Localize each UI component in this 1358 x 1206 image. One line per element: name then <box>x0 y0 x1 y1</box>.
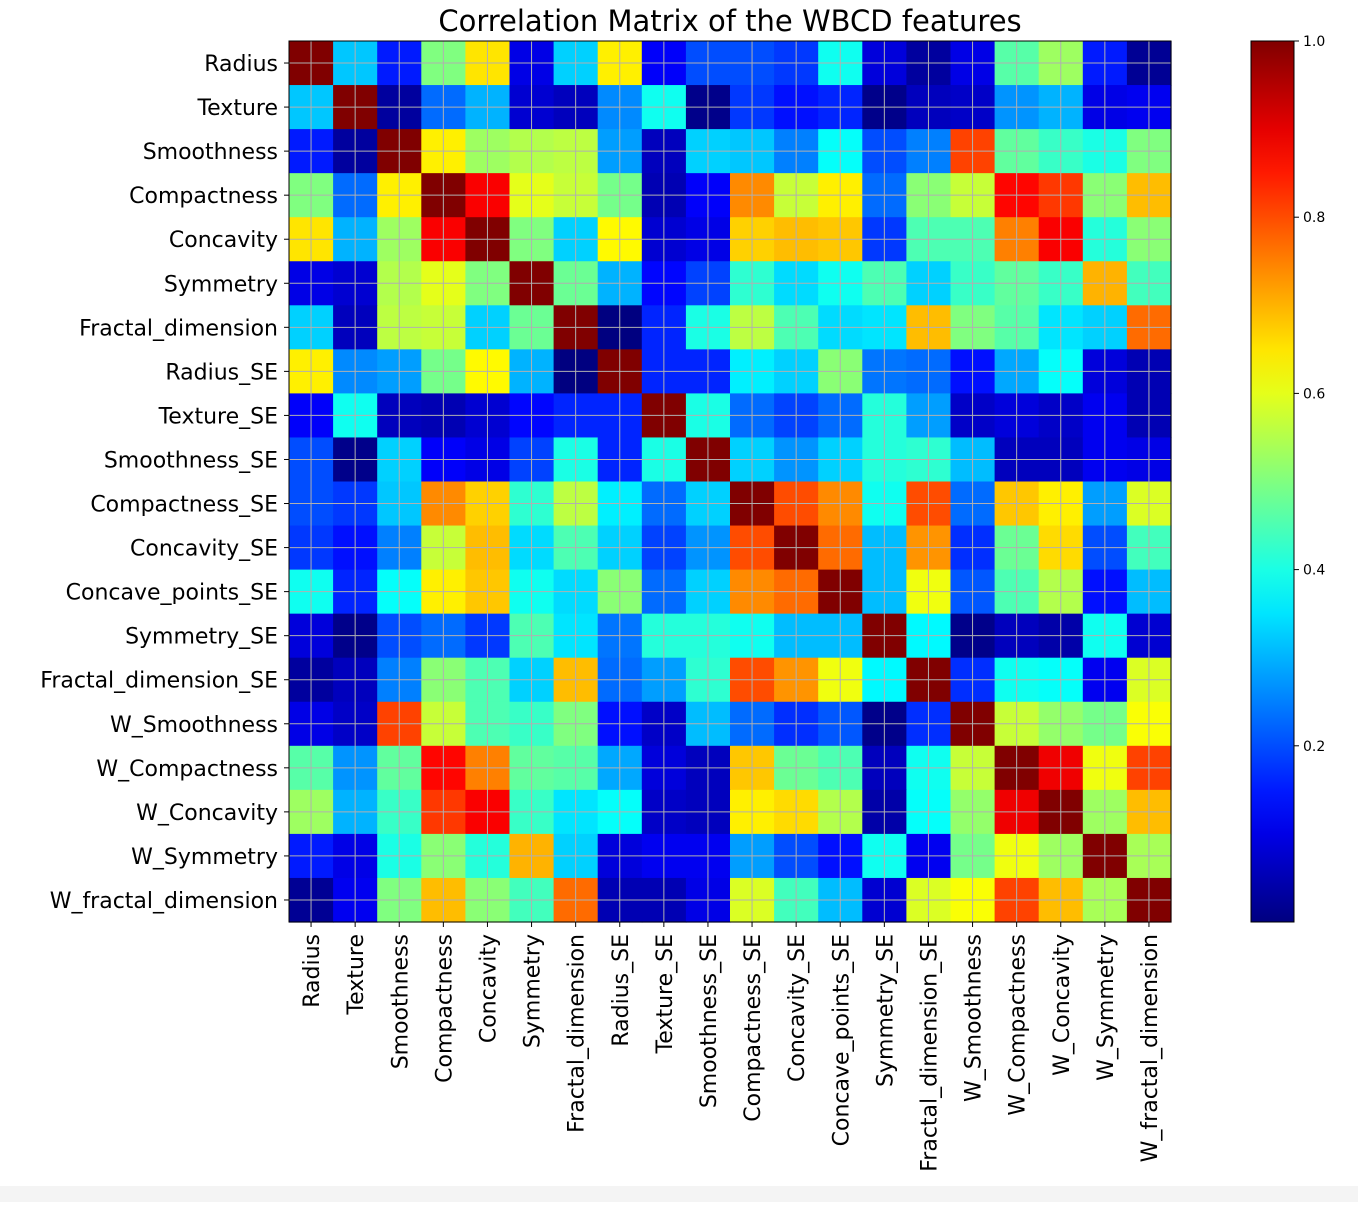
x-tick-label: Smoothness_SE <box>697 934 722 1108</box>
y-tick-label: Radius_SE <box>165 360 278 385</box>
x-tick-label: W_Symmetry <box>1094 934 1119 1081</box>
y-tick-label: Symmetry <box>164 272 278 297</box>
y-tick-label: Concave_points_SE <box>66 581 278 606</box>
y-tick-label: W_Concavity <box>136 801 278 826</box>
y-tick-label: Texture_SE <box>158 404 278 429</box>
y-tick-label: Compactness_SE <box>90 493 278 518</box>
y-tick-label: Fractal_dimension <box>79 316 278 341</box>
y-tick-label: Concavity <box>169 228 278 253</box>
x-tick-label: Texture <box>344 934 369 1016</box>
chart-title: Correlation Matrix of the WBCD features <box>438 4 1021 38</box>
x-tick-label: W_Concavity <box>1050 934 1075 1076</box>
x-tick-label: Texture_SE <box>653 934 678 1054</box>
x-tick-label: Fractal_dimension_SE <box>917 934 942 1172</box>
colorbar-tick-label: 1.0 <box>1303 34 1325 50</box>
colorbar <box>1250 40 1295 923</box>
bottom-strip <box>0 1186 1358 1202</box>
x-tick-label: Radius <box>300 934 325 1008</box>
y-tick-label: Texture <box>196 96 278 121</box>
x-tick-label: W_Compactness <box>1006 934 1031 1116</box>
x-tick-label: Symmetry <box>521 934 546 1048</box>
x-tick-label: Compactness <box>432 934 457 1083</box>
colorbar-tick-label: 0.2 <box>1303 739 1325 755</box>
x-tick-label: Concave_points_SE <box>829 934 854 1146</box>
x-tick-label: Concavity_SE <box>785 934 810 1082</box>
y-tick-label: Radius <box>204 52 278 77</box>
y-tick-label: Symmetry_SE <box>125 625 278 650</box>
colorbar-tick-label: 0.6 <box>1303 386 1325 402</box>
x-tick-label: Symmetry_SE <box>873 934 898 1087</box>
plot-frame <box>288 40 1172 923</box>
y-tick-label: Compactness <box>129 184 278 209</box>
y-tick-label: W_Compactness <box>96 757 278 782</box>
y-tick-label: W_Symmetry <box>131 845 278 870</box>
x-tick-label: Compactness_SE <box>741 934 766 1122</box>
y-tick-label: W_fractal_dimension <box>50 889 278 914</box>
y-tick-label: Smoothness <box>143 140 278 165</box>
y-tick-label: Concavity_SE <box>130 537 278 562</box>
x-tick-label: W_fractal_dimension <box>1138 934 1163 1162</box>
y-tick-label: Fractal_dimension_SE <box>40 669 278 694</box>
colorbar-tick-label: 0.4 <box>1303 563 1325 579</box>
x-tick-label: W_Smoothness <box>962 934 987 1102</box>
x-tick-label: Radius_SE <box>609 934 634 1047</box>
x-tick-label: Fractal_dimension <box>565 934 590 1133</box>
colorbar-tick-label: 0.8 <box>1303 210 1325 226</box>
x-tick-label: Smoothness <box>388 934 413 1069</box>
x-tick-label: Concavity <box>476 934 501 1043</box>
y-tick-label: Smoothness_SE <box>104 448 278 473</box>
y-tick-label: W_Smoothness <box>110 713 278 738</box>
